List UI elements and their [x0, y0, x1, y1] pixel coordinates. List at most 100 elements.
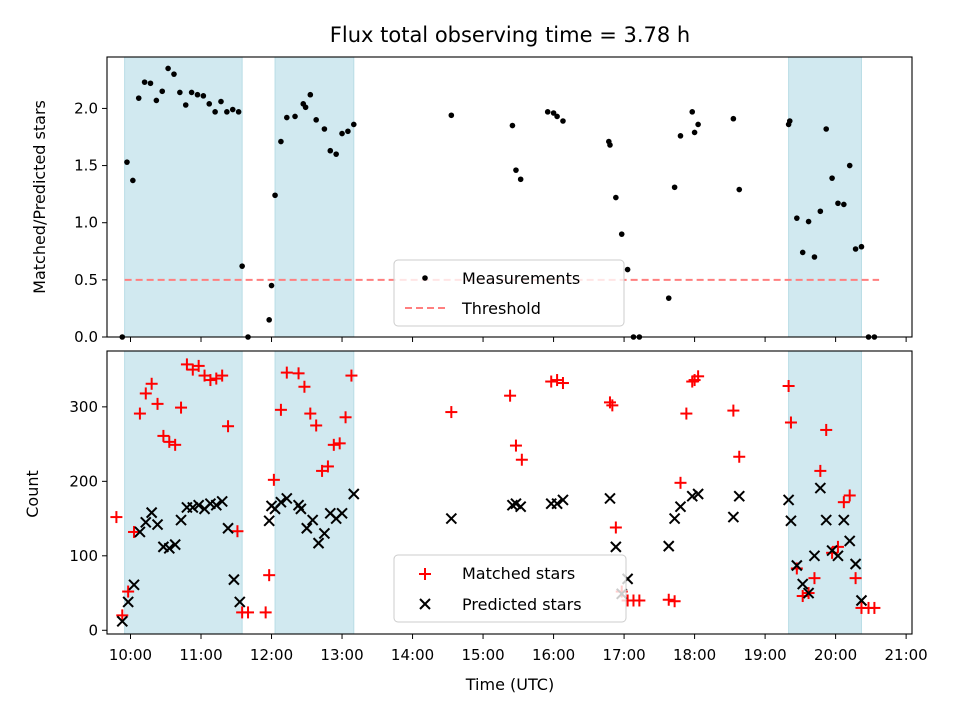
ratio-y-tick-label: 2.0 [74, 99, 98, 117]
matched-star-point [814, 464, 827, 477]
matched-star-point [445, 406, 458, 419]
measurement-point [321, 126, 328, 132]
x-tick-label: 11:00 [179, 646, 222, 664]
measurement-point [858, 243, 865, 250]
measurement-point [153, 97, 160, 104]
ratio-legend-box [393, 259, 625, 327]
predicted-star-point [175, 514, 187, 526]
measurement-point [550, 110, 557, 116]
predicted-star-point [674, 500, 687, 513]
ratio-y-tick-label: 1.0 [74, 214, 98, 232]
predicted-star-point [140, 516, 152, 528]
matched-star-point [662, 593, 675, 606]
predicted-star-point [169, 538, 181, 551]
measurement-point [229, 106, 236, 113]
matched-star-point [116, 609, 129, 622]
matched-star-point [231, 525, 244, 538]
measurement-point [284, 114, 290, 121]
measurement-point [218, 98, 224, 105]
observing-window-shades [124, 350, 862, 635]
predicted-star-point [838, 514, 850, 526]
measurement-point [200, 93, 207, 99]
observing-window-2 [274, 56, 355, 338]
predicted-star-point [187, 501, 199, 514]
measurement-point [794, 215, 800, 221]
matched-star-point [216, 369, 229, 382]
measurement-point [339, 130, 345, 137]
measurement-point [691, 129, 698, 136]
measurement-point [313, 117, 319, 123]
matched-star-point [545, 375, 558, 388]
legend-threshold-label: Threshold [461, 299, 541, 318]
predicted-star-point [692, 488, 704, 500]
matched-star-point [145, 377, 158, 390]
count-y-tick-label: 100 [69, 547, 98, 565]
matched-star-point [837, 496, 850, 509]
measurement-point [823, 126, 830, 132]
predicted-star-point [808, 550, 821, 562]
matched-star-point [727, 404, 740, 417]
matched-star-point [274, 403, 287, 416]
predicted-star-point [301, 522, 313, 534]
measurement-point [212, 109, 218, 115]
predicted-star-point [610, 541, 622, 553]
measurement-point [624, 266, 631, 273]
measurement-point [736, 186, 743, 193]
count-points [110, 358, 881, 628]
predicted-star-point [782, 494, 795, 506]
matched-star-point [733, 450, 746, 463]
measurement-point [677, 133, 684, 139]
matched-star-point [321, 460, 334, 473]
count-legend-box [393, 554, 627, 623]
ratio-panel-frame [106, 56, 913, 338]
matched-star-point [175, 401, 188, 414]
matched-star-point [333, 437, 346, 450]
measurement-point [799, 249, 806, 256]
matched-star-point [603, 396, 616, 409]
predicted-star-point [222, 522, 234, 534]
matched-star-point [151, 397, 164, 410]
measurement-point [165, 65, 171, 72]
ratio-legend: Measurements Threshold [393, 259, 625, 327]
measurement-point [177, 89, 183, 96]
measurement-point [560, 118, 566, 124]
count-y-axis-ticks: 0 100 200 300 [69, 398, 107, 639]
x-tick-label: 13:00 [320, 646, 363, 664]
measurement-point [302, 104, 309, 111]
matched-star-point [509, 439, 522, 452]
legend-predicted-label: Predicted stars [462, 595, 582, 614]
measurement-point [786, 118, 793, 124]
matched-star-point [192, 359, 205, 372]
matched-star-point [843, 489, 856, 502]
predicted-star-point [116, 615, 128, 628]
matched-star-point [606, 399, 619, 412]
measurement-point [613, 194, 619, 201]
count-legend: Matched stars Predicted stars [393, 554, 627, 623]
measurement-point [266, 317, 272, 323]
matched-star-point [133, 407, 146, 420]
count-y-tick-label: 200 [69, 472, 98, 490]
legend-predicted-marker [419, 598, 431, 610]
matched-star-point [157, 429, 170, 442]
x-tick-label: 21:00 [885, 646, 928, 664]
matched-star-point [515, 453, 528, 466]
matched-star-point [263, 569, 276, 582]
measurement-point [206, 101, 213, 107]
predicted-star-point [192, 499, 205, 511]
matched-star-point [327, 438, 340, 451]
predicted-star-point [312, 537, 325, 549]
ratio-y-tick-label: 1.5 [74, 157, 98, 175]
predicted-star-point [318, 527, 331, 540]
matched-star-point [820, 423, 833, 436]
matched-star-point [609, 521, 622, 534]
matched-star-point [808, 572, 821, 585]
predicted-star-point [275, 496, 287, 508]
measurement-point [182, 102, 189, 108]
measurement-point [852, 246, 859, 252]
measurement-point [124, 159, 130, 165]
count-x-axis-ticks: 10:00 11:00 12:00 13:00 14:00 15:00 16:00 17:00… [109, 634, 928, 664]
measurement-point [618, 231, 625, 237]
matched-star-point [267, 473, 280, 486]
predicted-star-point [216, 495, 228, 508]
matched-star-point [345, 369, 358, 382]
